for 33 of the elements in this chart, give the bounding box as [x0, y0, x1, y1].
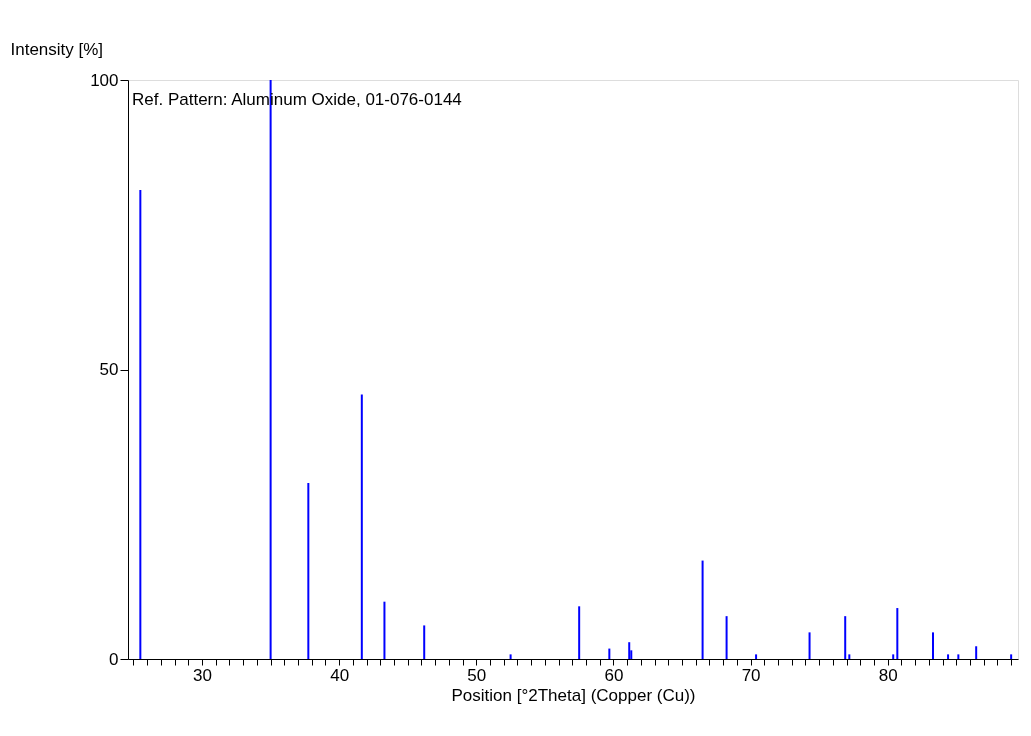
x-tick-label: 70: [741, 665, 761, 685]
bar: [307, 482, 310, 659]
x-tick-label: 80: [878, 665, 898, 685]
y-axis-title: Intensity [%]: [10, 39, 104, 59]
bar: [755, 654, 758, 659]
bar: [578, 606, 581, 659]
x-tick-label: 50: [467, 665, 487, 685]
bar: [725, 616, 728, 659]
x-tick-label: 60: [604, 665, 624, 685]
bar: [1010, 654, 1013, 659]
bar: [844, 616, 847, 659]
x-tick-label: 40: [330, 665, 350, 685]
bar: [947, 654, 950, 659]
bar: [808, 632, 811, 659]
y-tick-label: 50: [99, 360, 119, 379]
bar: [423, 625, 426, 659]
bar: [628, 642, 631, 659]
bar: [892, 654, 895, 659]
x-tick-label: 30: [193, 665, 213, 685]
y-tick-label: 0: [109, 649, 119, 669]
bar: [848, 654, 851, 659]
bar: [360, 394, 363, 659]
y-tick-label: 100: [90, 70, 119, 90]
bar: [701, 560, 704, 659]
bar: [957, 654, 960, 659]
bar: [896, 608, 899, 659]
x-axis-title: Position [°2Theta] (Copper (Cu)): [451, 685, 696, 705]
bar: [383, 601, 386, 659]
bar: [608, 648, 611, 659]
bar: [139, 190, 142, 659]
bar: [975, 646, 978, 659]
bar: [931, 632, 934, 659]
bar: [509, 654, 512, 659]
